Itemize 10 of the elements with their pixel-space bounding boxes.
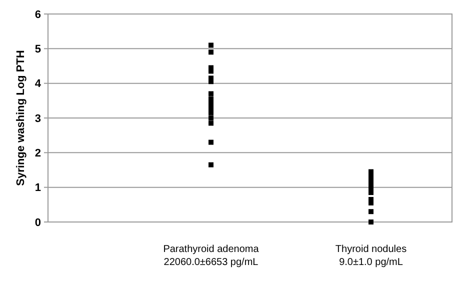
- y-tick-label: 6: [34, 8, 41, 21]
- y-tick-label: 4: [34, 78, 42, 90]
- x-tick-label: Parathyroid adenoma 22060.0±6653 pg/mL: [163, 244, 260, 268]
- y-tick-label: 2: [34, 148, 41, 160]
- y-tick-label: 3: [34, 112, 41, 125]
- y-tick-label: 5: [34, 44, 41, 56]
- x-tick-label: Thyroid nodules 9.0±1.0 pg/mL: [335, 244, 407, 268]
- y-axis-title: Syringe washing Log PTH: [15, 50, 27, 186]
- y-tick-label: 0: [34, 216, 41, 229]
- y-tick-label: 1: [34, 182, 41, 194]
